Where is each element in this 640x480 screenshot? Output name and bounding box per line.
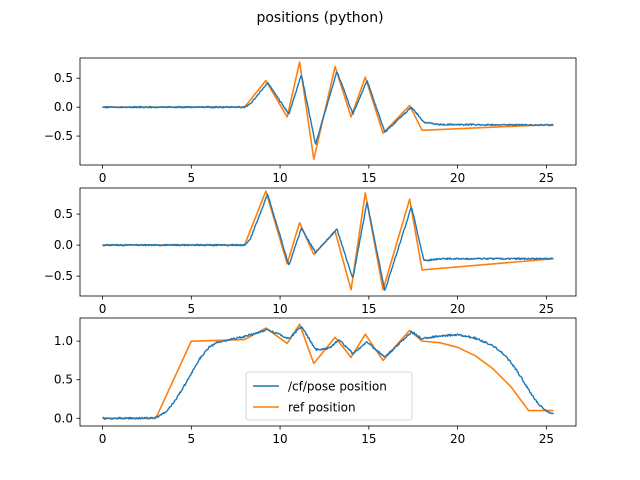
legend: /cf/pose position ref position	[245, 371, 413, 421]
y-tick-label: 0.5	[54, 373, 73, 387]
x-tick-label: 10	[272, 302, 287, 316]
x-tick-label: 20	[450, 171, 465, 185]
y-tick-label: 0.5	[54, 207, 73, 221]
x-tick-label: 0	[99, 171, 107, 185]
x-tick-label: 0	[99, 432, 107, 446]
x-tick-label: 10	[272, 432, 287, 446]
series-line-pose	[101, 193, 554, 291]
x-tick-label: 25	[539, 302, 554, 316]
x-tick-label: 15	[361, 171, 376, 185]
series-line-ref	[102, 190, 554, 291]
axes-frame	[79, 57, 577, 166]
subplot-3: 0 5 10 15 20 25 0.0 0.5 1.0/cf/pose position ref …	[54, 317, 577, 446]
x-tick-label: 20	[450, 432, 465, 446]
x-tick-label: 15	[361, 302, 376, 316]
y-tick-label: 0.5	[54, 71, 73, 85]
axes-frame	[79, 317, 577, 427]
x-tick-label: 20	[450, 302, 465, 316]
x-tick-label: 25	[539, 171, 554, 185]
legend-label-pose: /cf/pose position	[288, 380, 387, 394]
x-tick-label: 15	[361, 432, 376, 446]
axes-frame	[79, 187, 577, 297]
x-tick-label: 5	[187, 432, 195, 446]
subplot-2: 0 5 10 15 20 25 −0.5 0.0 0.5	[44, 187, 577, 316]
series-group	[102, 61, 554, 161]
series-line-ref	[102, 323, 554, 420]
y-tick-label: 0.0	[54, 411, 73, 425]
legend-box	[245, 371, 413, 421]
series-group	[101, 190, 554, 291]
y-tick-label: −0.5	[44, 129, 73, 143]
y-tick-label: 0.0	[54, 238, 73, 252]
series-line-ref	[102, 61, 554, 161]
x-tick-label: 5	[187, 171, 195, 185]
figure-title: positions (python)	[256, 10, 383, 26]
x-tick-label: 25	[539, 432, 554, 446]
x-tick-label: 5	[187, 302, 195, 316]
y-tick-label: 0.0	[54, 100, 73, 114]
y-tick-label: 1.0	[54, 334, 73, 348]
x-tick-label: 0	[99, 302, 107, 316]
subplot-1: 0 5 10 15 20 25 −0.5 0.0 0.5	[44, 57, 577, 185]
series-line-pose	[102, 325, 554, 420]
series-group	[102, 323, 554, 420]
x-tick-label: 10	[272, 171, 287, 185]
series-line-pose	[102, 71, 554, 145]
legend-label-ref: ref position	[288, 401, 356, 415]
y-tick-label: −0.5	[44, 269, 73, 283]
